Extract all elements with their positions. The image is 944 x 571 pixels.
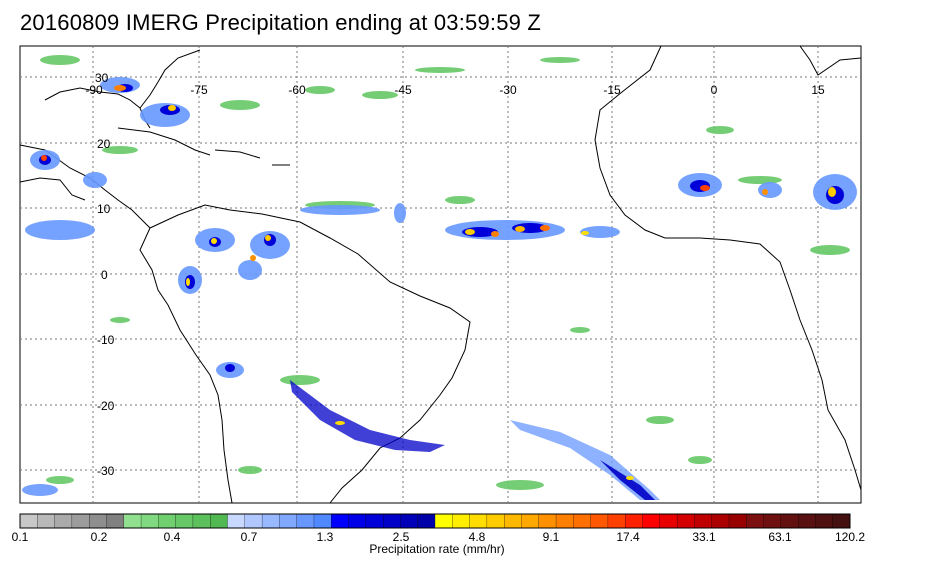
colorbar-cell	[71, 513, 90, 529]
lon-label: -45	[394, 83, 412, 97]
colorbar-caption: Precipitation rate (mm/hr)	[369, 542, 505, 556]
lon-label: -75	[190, 83, 208, 97]
colorbar-cell	[365, 513, 384, 529]
colorbar-tick: 0.4	[164, 530, 181, 544]
map-title: 20160809 IMERG Precipitation ending at 0…	[20, 10, 542, 35]
colorbar-tick: 17.4	[616, 530, 640, 544]
colorbar-cell	[676, 513, 695, 529]
colorbar-cell	[521, 513, 540, 529]
colorbar-cell	[711, 513, 730, 529]
colorbar-cell	[123, 513, 142, 529]
colorbar-cell	[607, 513, 626, 529]
colorbar-cell	[261, 513, 280, 529]
colorbar-cell	[434, 513, 453, 529]
colorbar-cell	[279, 513, 298, 529]
colorbar-tick: 4.8	[469, 530, 486, 544]
colorbar-cell	[54, 513, 73, 529]
colorbar-tick: 2.5	[393, 530, 410, 544]
colorbar-cell	[452, 513, 471, 529]
lon-label: -90	[85, 83, 103, 97]
colorbar-cell	[746, 513, 764, 529]
precipitation-field	[22, 55, 857, 500]
colorbar-tick: 0.7	[241, 530, 258, 544]
lon-label: 0	[711, 83, 718, 97]
colorbar-cell	[590, 513, 609, 529]
lat-label: 0	[101, 268, 108, 282]
colorbar-cell	[227, 513, 246, 529]
colorbar-tick: 0.1	[12, 530, 29, 544]
colorbar-tick: 120.2	[835, 530, 865, 544]
colorbar-cell	[400, 513, 419, 529]
colorbar-tick: 9.1	[543, 530, 560, 544]
colorbar-cell	[37, 513, 56, 529]
colorbar-cell	[694, 513, 713, 529]
colorbar-tick: 63.1	[768, 530, 792, 544]
colorbar-cell	[832, 513, 851, 529]
colorbar-cell	[486, 513, 505, 529]
colorbar-cell	[348, 513, 367, 529]
colorbar-cell	[815, 513, 834, 529]
colorbar-cell	[728, 513, 747, 529]
colorbar-cells	[19, 513, 851, 529]
colorbar-cell	[210, 513, 228, 529]
colorbar-cell	[625, 513, 643, 529]
colorbar-cell	[89, 513, 107, 529]
lon-label: -30	[499, 83, 517, 97]
lat-label: 20	[97, 137, 111, 151]
lon-label: -15	[603, 83, 621, 97]
colorbar-cell	[382, 513, 401, 529]
lat-label: 30	[95, 71, 109, 85]
colorbar-cell	[19, 513, 38, 529]
colorbar-cell	[642, 513, 661, 529]
colorbar-cell	[296, 513, 315, 529]
colorbar-cell	[763, 513, 782, 529]
colorbar-cell	[797, 513, 816, 529]
colorbar-cell	[331, 513, 349, 529]
colorbar-cell	[469, 513, 488, 529]
colorbar-tick: 1.3	[317, 530, 334, 544]
colorbar-cell	[538, 513, 557, 529]
colorbar-cell	[573, 513, 592, 529]
lat-label: 10	[97, 202, 111, 216]
colorbar-cell	[780, 513, 799, 529]
lat-label: -10	[97, 333, 115, 347]
colorbar-frame	[19, 513, 851, 529]
colorbar-cell	[504, 513, 522, 529]
colorbar-cell	[175, 513, 194, 529]
colorbar-tick: 0.2	[91, 530, 108, 544]
colorbar-cell	[106, 513, 125, 529]
lon-label: 15	[811, 83, 825, 97]
latitude-labels: 30 20 10 0 -10 -20 -30	[95, 71, 115, 478]
colorbar-cell	[417, 513, 436, 529]
colorbar-cell	[313, 513, 332, 529]
lon-label: -60	[288, 83, 306, 97]
colorbar-tick: 33.1	[692, 530, 716, 544]
colorbar-cell	[555, 513, 574, 529]
colorbar-cell	[140, 513, 159, 529]
graticule	[20, 46, 861, 503]
longitude-labels: -90 -75 -60 -45 -30 -15 0 15	[85, 83, 825, 97]
colorbar-cell	[244, 513, 263, 529]
colorbar-ticks: 0.1 0.2 0.4 0.7 1.3 2.5 4.8 9.1 17.4 33.…	[12, 530, 866, 544]
lat-label: -30	[97, 464, 115, 478]
colorbar-cell	[158, 513, 177, 529]
colorbar-cell	[659, 513, 678, 529]
colorbar-cell	[192, 513, 211, 529]
lat-label: -20	[97, 399, 115, 413]
